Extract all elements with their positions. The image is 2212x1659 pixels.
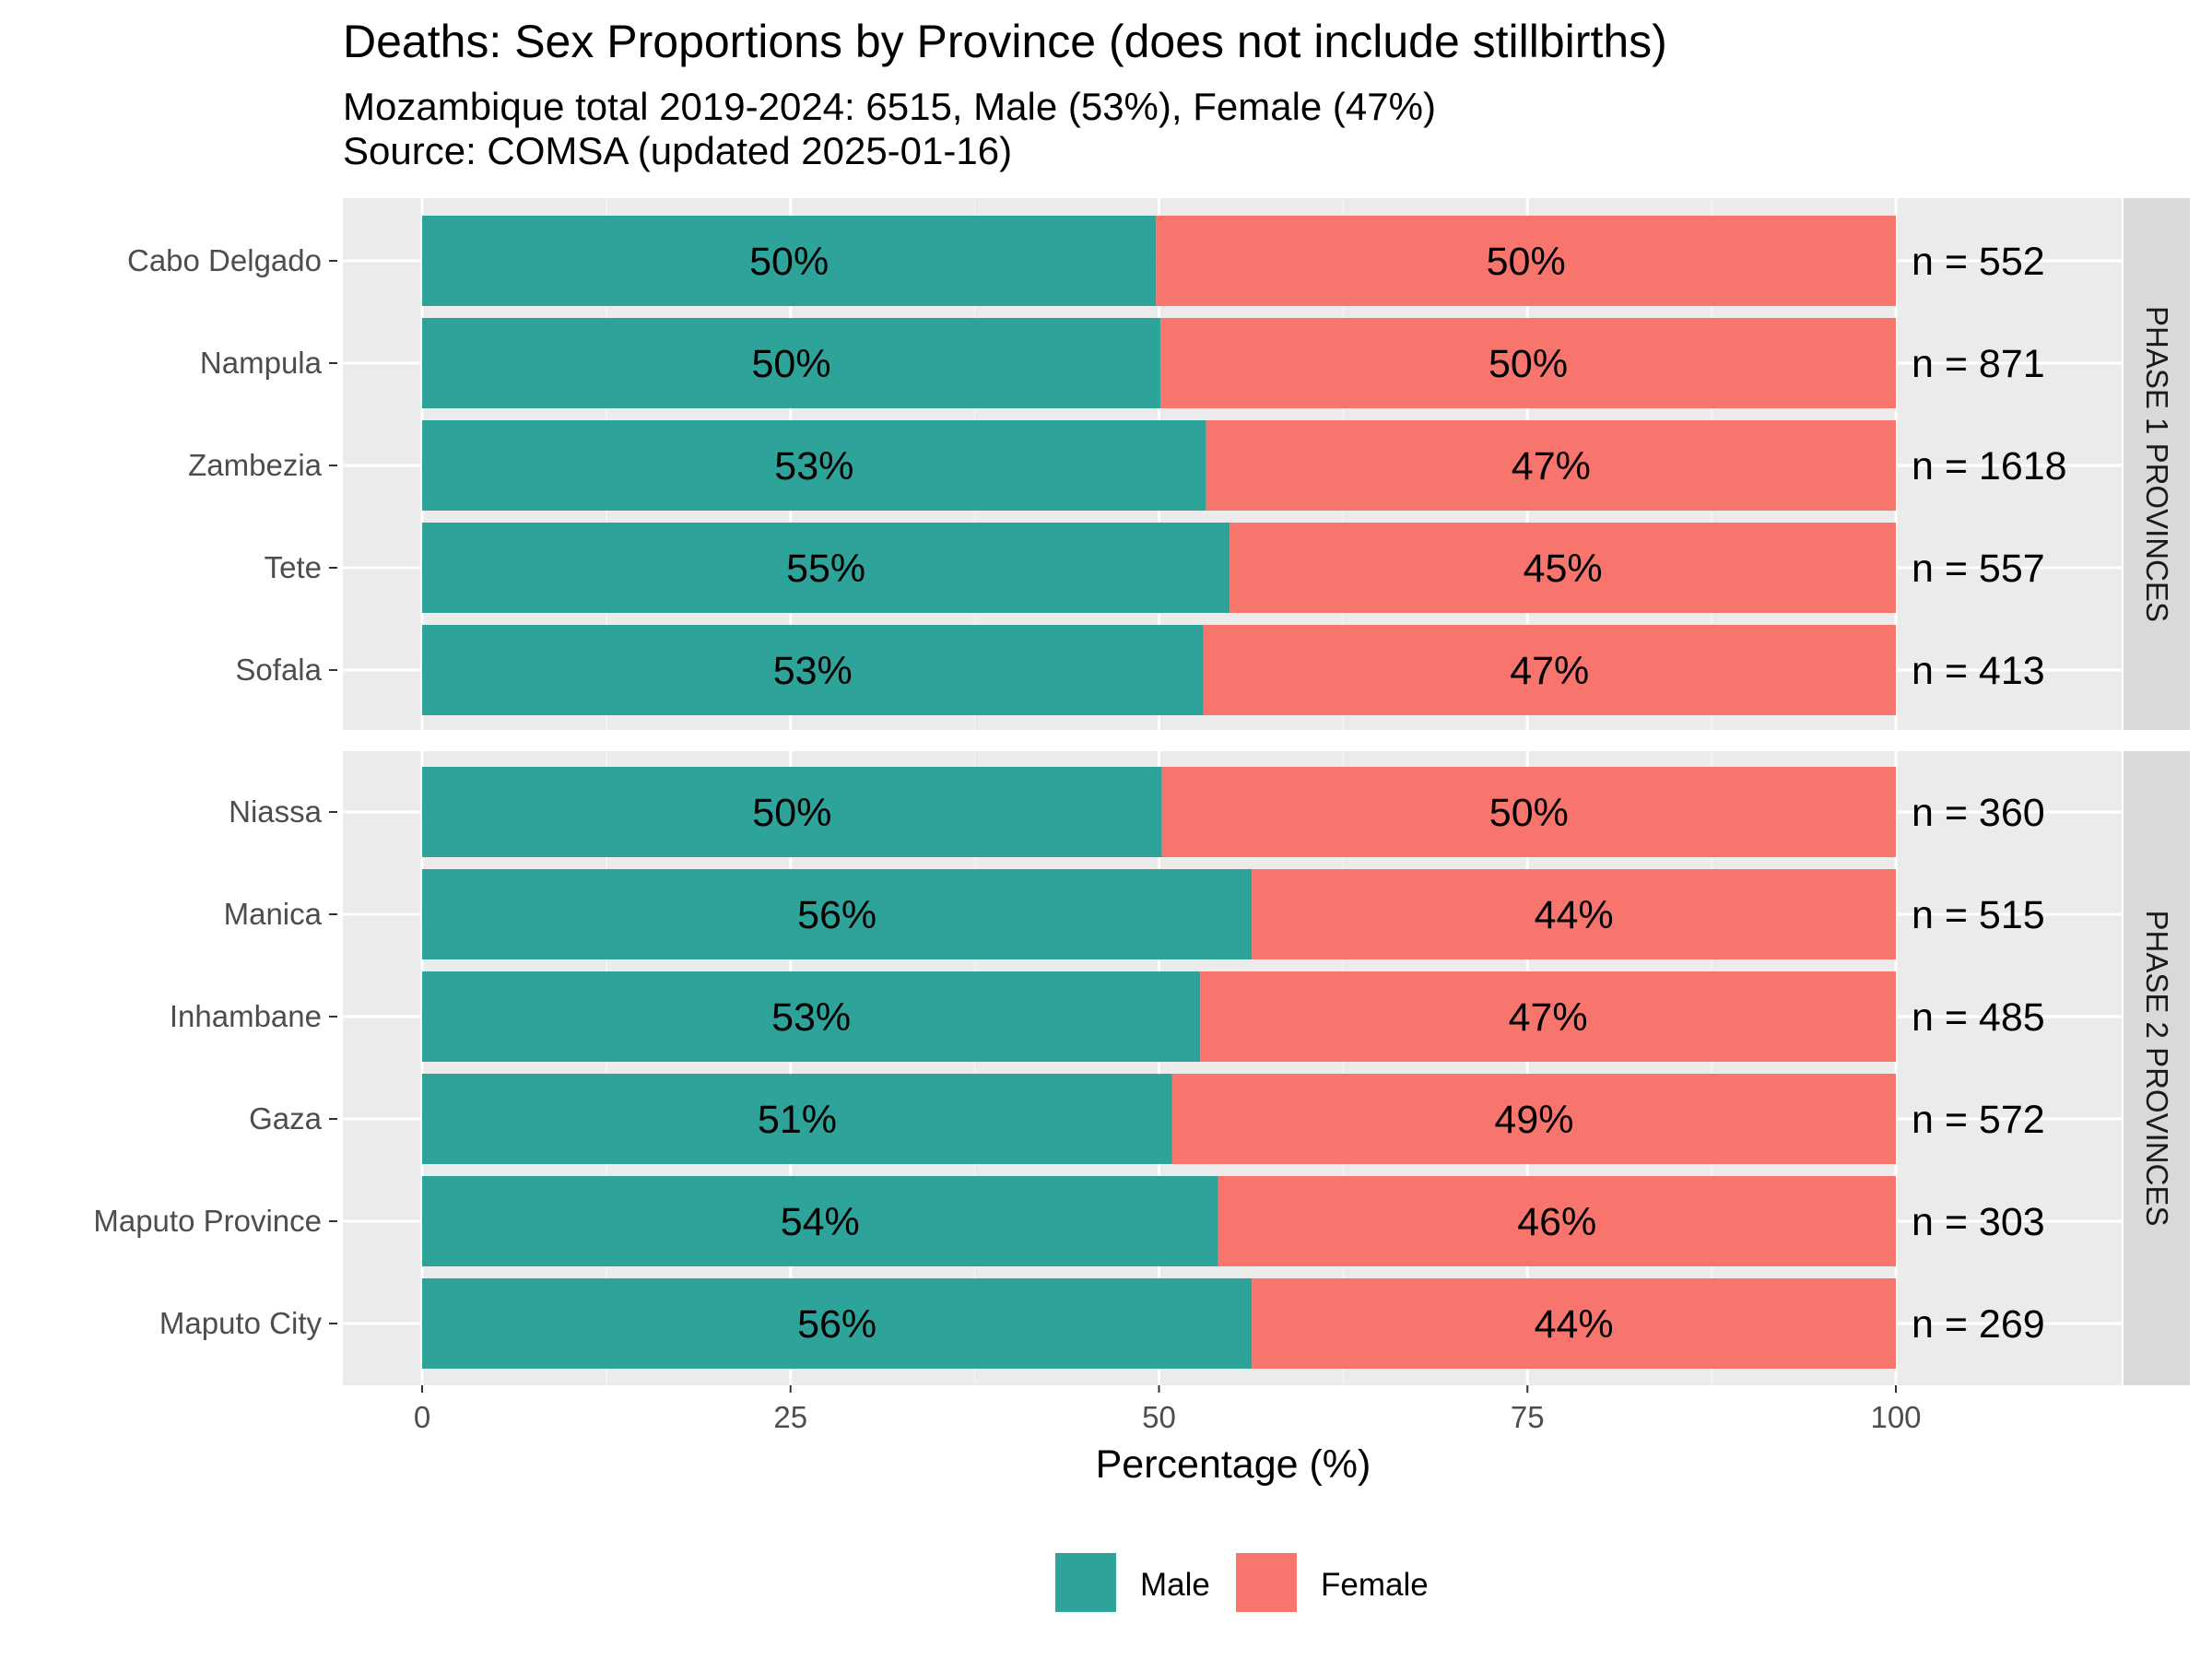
y-tick-label: Tete: [265, 550, 322, 584]
bar-label-male: 56%: [797, 1302, 877, 1347]
bar-label-male: 50%: [749, 240, 829, 284]
n-count-label: n = 552: [1912, 240, 2045, 284]
bar-label-male: 56%: [797, 893, 877, 937]
bar-female: [1156, 216, 1896, 306]
y-tick-label: Maputo Province: [93, 1204, 322, 1238]
bar-label-female: 50%: [1488, 342, 1568, 386]
n-count-label: n = 515: [1912, 893, 2045, 937]
n-count-label: n = 572: [1912, 1098, 2045, 1142]
bar-female: [1200, 971, 1896, 1062]
facet-strip-label: PHASE 1 PROVINCES: [2140, 306, 2174, 622]
x-tick-label: 75: [1511, 1400, 1545, 1434]
bar-male: [422, 318, 1161, 408]
facet-strip: [2124, 751, 2190, 1385]
bar-label-male: 55%: [786, 547, 865, 591]
y-tick-label: Sofala: [235, 653, 322, 687]
bar-female: [1252, 1278, 1896, 1369]
bar-male: [422, 625, 1204, 715]
n-count-label: n = 871: [1912, 342, 2045, 386]
bar-male: [422, 1278, 1253, 1369]
x-axis-title: Percentage (%): [1096, 1442, 1371, 1487]
n-count-label: n = 269: [1912, 1302, 2045, 1347]
bar-label-female: 47%: [1510, 649, 1589, 693]
bar-label-male: 54%: [781, 1200, 860, 1244]
bar-female: [1252, 869, 1896, 959]
y-tick-label: Zambezia: [188, 448, 323, 482]
bar-male: [422, 523, 1230, 613]
y-tick-label: Gaza: [249, 1101, 323, 1135]
bar-male: [422, 971, 1201, 1062]
bar-label-male: 53%: [774, 444, 853, 488]
bar-label-male: 51%: [758, 1098, 837, 1142]
x-tick-label: 100: [1870, 1400, 1921, 1434]
legend-label-female: Female: [1321, 1567, 1429, 1603]
x-tick-label: 50: [1142, 1400, 1176, 1434]
bar-female: [1230, 523, 1896, 613]
bar-female: [1171, 1074, 1896, 1164]
plot-area: 0 25 50 75 100 50% 50% n = 552 Cabo Delgado 50% 50…: [93, 198, 2190, 1434]
bar-female: [1203, 625, 1896, 715]
n-count-label: n = 557: [1912, 547, 2045, 591]
bar-label-female: 46%: [1517, 1200, 1596, 1244]
n-count-label: n = 485: [1912, 995, 2045, 1040]
n-count-label: n = 360: [1912, 791, 2045, 835]
y-tick-label: Manica: [224, 897, 323, 931]
y-tick-label: Inhambane: [170, 999, 322, 1033]
bar-male: [422, 869, 1253, 959]
facet-strip-label: PHASE 2 PROVINCES: [2140, 911, 2174, 1227]
bar-male: [422, 420, 1206, 511]
bar-female: [1218, 1176, 1896, 1266]
bar-label-female: 44%: [1535, 893, 1614, 937]
bar-label-male: 50%: [752, 791, 831, 835]
bar-label-female: 49%: [1494, 1098, 1573, 1142]
bar-female: [1161, 767, 1896, 857]
chart-subtitle-line-1: Mozambique total 2019-2024: 6515, Male (…: [343, 85, 1436, 128]
n-count-label: n = 1618: [1912, 444, 2067, 488]
bar-label-female: 47%: [1512, 444, 1591, 488]
bar-male: [422, 767, 1162, 857]
n-count-label: n = 413: [1912, 649, 2045, 693]
bar-label-female: 47%: [1509, 995, 1588, 1040]
y-tick-label: Cabo Delgado: [127, 243, 322, 277]
bar-female: [1206, 420, 1896, 511]
x-tick-label: 25: [773, 1400, 807, 1434]
bar-label-female: 45%: [1524, 547, 1603, 591]
chart-title: Deaths: Sex Proportions by Province (doe…: [343, 16, 1667, 67]
bar-male: [422, 1074, 1172, 1164]
bar-label-female: 44%: [1535, 1302, 1614, 1347]
x-tick-label: 0: [414, 1400, 430, 1434]
bar-label-male: 50%: [752, 342, 831, 386]
n-count-label: n = 303: [1912, 1200, 2045, 1244]
bar-label-male: 53%: [773, 649, 853, 693]
bar-label-female: 50%: [1489, 791, 1569, 835]
legend-swatch-male: [1055, 1553, 1116, 1612]
bar-label-male: 53%: [771, 995, 851, 1040]
legend-label-male: Male: [1140, 1567, 1210, 1603]
bar-male: [422, 1176, 1218, 1266]
bar-male: [422, 216, 1157, 306]
bar-female: [1160, 318, 1896, 408]
y-tick-label: Niassa: [229, 794, 323, 829]
chart-subtitle-line-2: Source: COMSA (updated 2025-01-16): [343, 129, 1012, 172]
bar-label-female: 50%: [1487, 240, 1566, 284]
facet-strip: [2124, 198, 2190, 730]
legend: Male Female: [1055, 1553, 1429, 1612]
y-tick-label: Maputo City: [159, 1306, 323, 1340]
y-tick-label: Nampula: [200, 346, 323, 380]
legend-swatch-female: [1236, 1553, 1297, 1612]
